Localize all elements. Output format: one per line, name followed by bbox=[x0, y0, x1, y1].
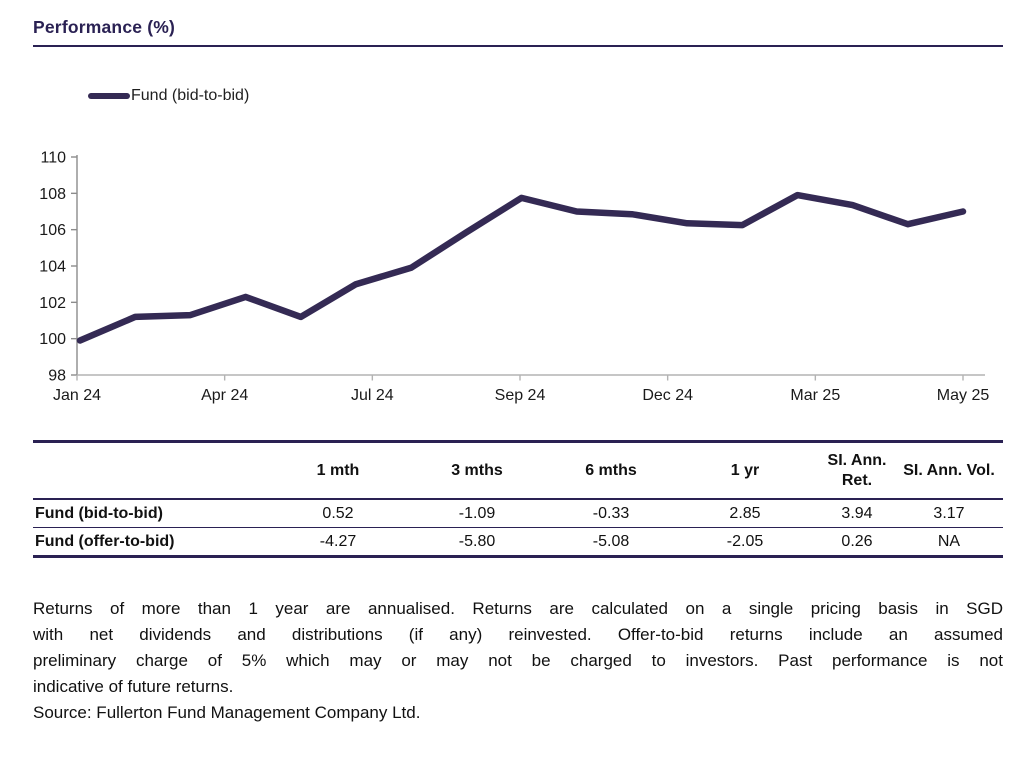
col-header-1yr: 1 yr bbox=[671, 441, 819, 500]
table-row-bid-to-bid: Fund (bid-to-bid) 0.52 -1.09 -0.33 2.85 … bbox=[33, 499, 1003, 528]
disclaimer-line: indicative of future returns. bbox=[33, 677, 234, 696]
x-tick-label: Apr 24 bbox=[201, 387, 248, 404]
chart-canvas: 110 108 106 104 102 100 98 Jan 24 Apr 24 Jul 24 Se… bbox=[39, 150, 990, 405]
cell-bid-3mths: -1.09 bbox=[403, 499, 551, 528]
cell-bid-1mth: 0.52 bbox=[273, 499, 403, 528]
legend-line-marker bbox=[88, 92, 130, 100]
col-header-3mths: 3 mths bbox=[403, 441, 551, 500]
y-tick-label: 100 bbox=[39, 331, 66, 348]
y-tick-label: 110 bbox=[40, 150, 66, 167]
x-tick-label: Dec 24 bbox=[642, 387, 693, 404]
col-header-1mth: 1 mth bbox=[273, 441, 403, 500]
y-tick-label: 102 bbox=[39, 295, 66, 312]
y-tick-label: 104 bbox=[39, 259, 66, 276]
cell-bid-si-ret: 3.94 bbox=[819, 499, 895, 528]
cell-offer-si-ret: 0.26 bbox=[841, 532, 873, 550]
x-tick-label: Jul 24 bbox=[351, 387, 394, 404]
disclaimer-line: preliminary charge of 5% which may or ma… bbox=[33, 651, 1003, 670]
page-title: Performance (%) bbox=[33, 17, 1003, 47]
cell-offer-6mths: -5.08 bbox=[592, 532, 630, 550]
col-header-si-ann-vol: SI. Ann. Vol. bbox=[895, 441, 1003, 500]
y-tick-label: 108 bbox=[39, 186, 66, 203]
y-tick-label: 106 bbox=[39, 222, 66, 239]
y-tick-label: 98 bbox=[48, 368, 66, 385]
performance-line-chart: 110 108 106 104 102 100 98 Jan 24 Apr 24 Jul 24 Se… bbox=[0, 140, 1024, 420]
table-row-offer-to-bid: Fund (offer-to-bid) -4.27 -5.80 -5.08 -2… bbox=[33, 528, 1003, 557]
cell-offer-1mth: -4.27 bbox=[319, 532, 357, 550]
disclaimer-line: Returns of more than 1 year are annualis… bbox=[33, 599, 1003, 618]
table-header-row: 1 mth 3 mths 6 mths 1 yr SI. Ann. Ret. S… bbox=[33, 441, 1003, 500]
source-line: Source: Fullerton Fund Management Compan… bbox=[33, 703, 421, 722]
x-tick-label: May 25 bbox=[937, 387, 990, 404]
x-tick-label: Mar 25 bbox=[790, 387, 840, 404]
disclaimer-line: with net dividends and distributions (if… bbox=[33, 625, 1003, 644]
col-header-6mths: 6 mths bbox=[551, 441, 671, 500]
cell-bid-6mths: -0.33 bbox=[551, 499, 671, 528]
row-label-bid-to-bid: Fund (bid-to-bid) bbox=[33, 499, 273, 528]
col-header-si-ann-ret: SI. Ann. Ret. bbox=[819, 441, 895, 500]
cell-bid-1yr: 2.85 bbox=[671, 499, 819, 528]
row-label-offer-to-bid: Fund (offer-to-bid) bbox=[35, 532, 175, 550]
cell-bid-si-vol: 3.17 bbox=[895, 499, 1003, 528]
cell-offer-3mths: -5.80 bbox=[458, 532, 496, 550]
fund-bid-to-bid-line bbox=[76, 191, 967, 344]
legend-label: Fund (bid-to-bid) bbox=[131, 87, 250, 104]
x-tick-label: Jan 24 bbox=[53, 387, 101, 404]
footnotes: Returns of more than 1 year are annualis… bbox=[33, 596, 1003, 726]
chart-legend: Fund (bid-to-bid) bbox=[88, 87, 249, 105]
table-corner-cell bbox=[33, 441, 273, 500]
cell-offer-si-vol: NA bbox=[937, 532, 961, 550]
x-tick-label: Sep 24 bbox=[495, 387, 546, 404]
cell-offer-1yr: -2.05 bbox=[726, 532, 764, 550]
returns-table: 1 mth 3 mths 6 mths 1 yr SI. Ann. Ret. S… bbox=[33, 440, 1003, 558]
